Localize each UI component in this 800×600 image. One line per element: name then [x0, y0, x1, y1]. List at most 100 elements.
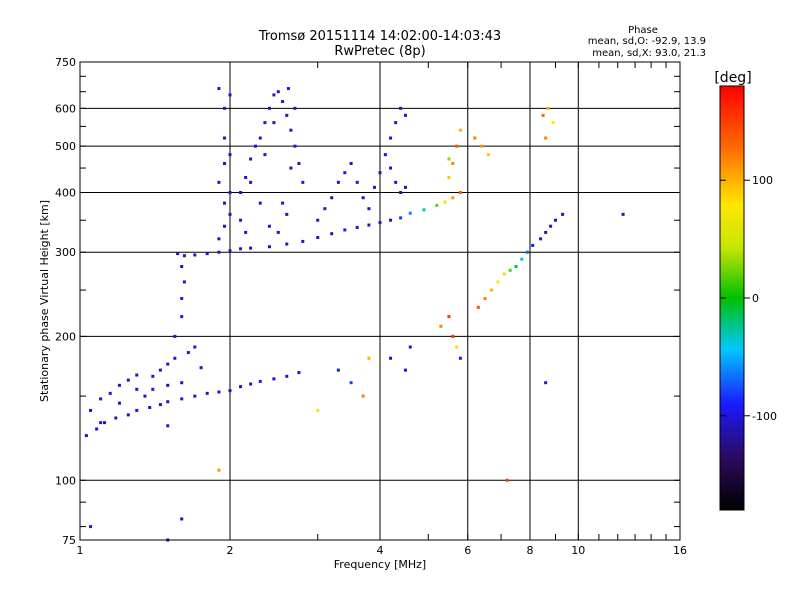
data-point [151, 374, 155, 378]
data-point [99, 397, 103, 401]
data-point [193, 394, 197, 398]
data-point [336, 368, 340, 372]
data-point [223, 136, 227, 140]
data-point [408, 345, 412, 349]
y-tick-label: 600 [55, 102, 76, 115]
data-point [272, 377, 276, 381]
data-point [176, 252, 180, 256]
data-point [403, 368, 407, 372]
data-point [217, 87, 221, 91]
x-axis-ticks: 1 2 4 6 8 10 16 [77, 62, 687, 557]
data-point [135, 373, 139, 377]
data-point [272, 93, 276, 97]
data-point [223, 224, 227, 228]
data-point [223, 161, 227, 165]
data-point [394, 180, 398, 184]
data-point [223, 201, 227, 205]
phase-stats-o: mean, sd,O: -92.9, 13.9 [588, 36, 706, 47]
data-point [399, 190, 403, 194]
x-tick-label: 6 [464, 544, 471, 557]
data-point [544, 381, 548, 385]
data-point [451, 196, 455, 200]
data-point [84, 434, 88, 438]
data-point [180, 265, 184, 269]
x-tick-label: 2 [227, 544, 234, 557]
data-point [193, 345, 197, 349]
data-point [180, 381, 184, 385]
y-tick-label: 200 [55, 330, 76, 343]
x-axis-label: Frequency [MHz] [334, 558, 426, 571]
data-point [458, 190, 462, 194]
data-point [193, 253, 197, 257]
data-point [355, 180, 359, 184]
data-point [135, 408, 139, 412]
data-point [281, 100, 285, 104]
x-tick-label: 4 [377, 544, 384, 557]
data-point [505, 478, 509, 482]
data-point [541, 113, 545, 117]
data-point [508, 268, 512, 272]
plot-grid [80, 62, 680, 540]
data-point [361, 196, 365, 200]
data-point [551, 121, 555, 125]
data-point [483, 297, 487, 301]
data-point [114, 416, 118, 420]
data-point [263, 121, 267, 125]
data-point [301, 180, 305, 184]
data-point [253, 144, 257, 148]
data-point [458, 356, 462, 360]
data-point [244, 175, 248, 179]
data-point [217, 390, 221, 394]
data-points [84, 87, 625, 542]
x-tick-label: 1 [77, 544, 84, 557]
data-point [330, 232, 334, 236]
data-point [378, 171, 382, 175]
data-point [199, 366, 203, 370]
data-point [502, 272, 506, 276]
data-point [621, 212, 625, 216]
data-point [383, 153, 387, 157]
data-point [239, 218, 243, 222]
data-point [239, 385, 243, 389]
data-point [186, 351, 190, 355]
data-point [367, 207, 371, 211]
data-point [520, 257, 524, 261]
data-point [217, 237, 221, 241]
data-point [549, 224, 553, 228]
data-point [297, 161, 301, 165]
data-point [447, 315, 451, 319]
y-tick-label: 500 [55, 140, 76, 153]
data-point [166, 400, 170, 404]
y-axis-ticks: 75 100 200 300 400 500 600 750 [55, 56, 680, 547]
data-point [272, 121, 276, 125]
data-point [286, 87, 290, 91]
data-point [258, 379, 262, 383]
data-point [349, 161, 353, 165]
data-point [553, 218, 557, 222]
data-point [249, 157, 253, 161]
data-point [378, 221, 382, 225]
data-point [473, 136, 477, 140]
y-tick-label: 100 [55, 474, 76, 487]
data-point [180, 315, 184, 319]
data-point [228, 212, 232, 216]
data-point [281, 201, 285, 205]
data-point [228, 190, 232, 194]
data-point [135, 387, 139, 391]
data-point [249, 180, 253, 184]
data-point [546, 106, 550, 110]
data-point [316, 408, 320, 412]
data-point [422, 208, 426, 212]
phase-stats-x: mean, sd,X: 93.0, 21.3 [592, 48, 706, 59]
data-point [228, 93, 232, 97]
data-point [293, 106, 297, 110]
data-point [205, 391, 209, 395]
data-point [249, 382, 253, 386]
data-point [223, 106, 227, 110]
data-point [389, 356, 393, 360]
data-point [180, 517, 184, 521]
data-point [244, 230, 248, 234]
data-point [336, 180, 340, 184]
data-point [267, 106, 271, 110]
